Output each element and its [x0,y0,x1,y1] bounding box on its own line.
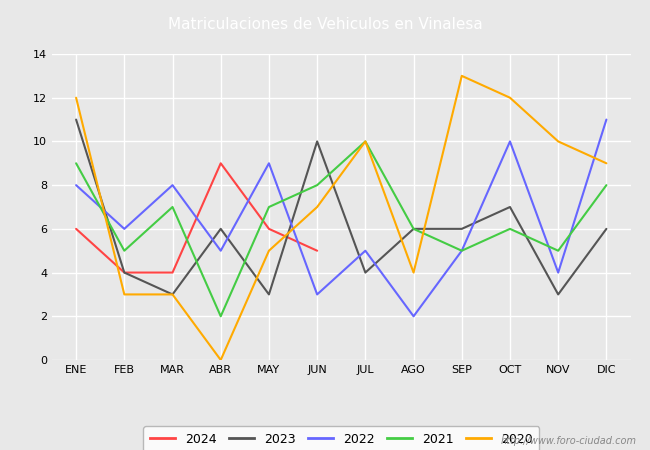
Legend: 2024, 2023, 2022, 2021, 2020: 2024, 2023, 2022, 2021, 2020 [144,426,539,450]
Text: http://www.foro-ciudad.com: http://www.foro-ciudad.com [501,436,637,446]
Text: Matriculaciones de Vehiculos en Vinalesa: Matriculaciones de Vehiculos en Vinalesa [168,17,482,32]
